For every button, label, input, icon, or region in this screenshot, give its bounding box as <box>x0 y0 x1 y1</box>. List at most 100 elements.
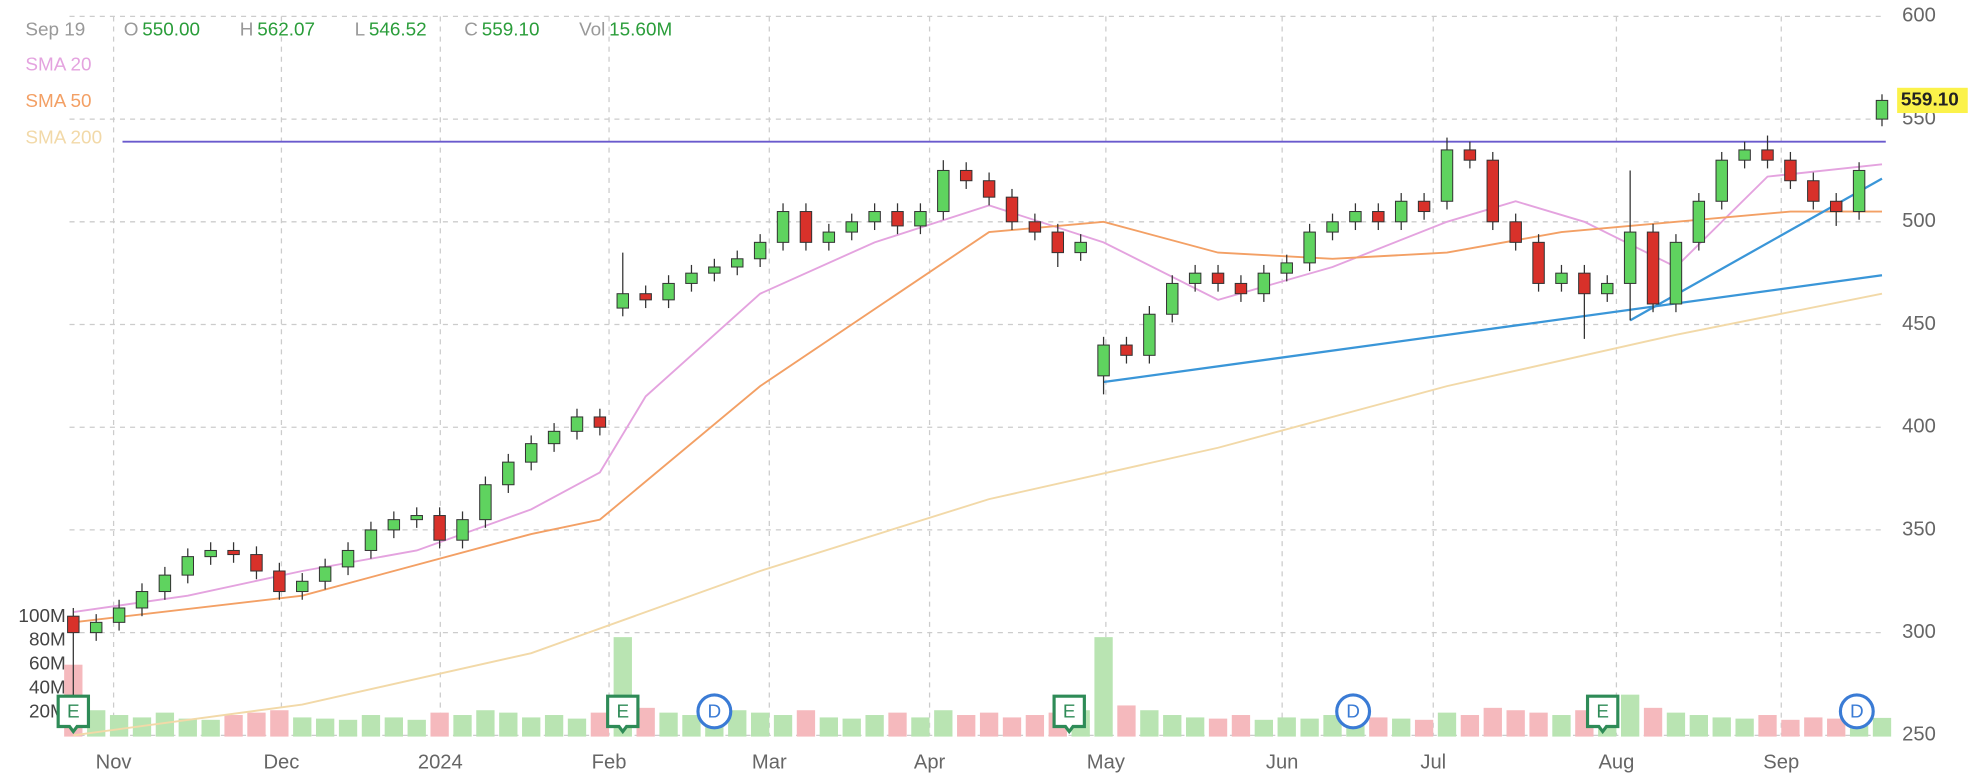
volume-bar <box>338 719 358 737</box>
volume-bar <box>1323 715 1342 737</box>
x-tick-label: Jun <box>1266 751 1299 773</box>
volume-bar <box>522 717 541 737</box>
volume-bar <box>1392 718 1411 737</box>
y-tick-label: 450 <box>1902 313 1936 335</box>
candle-body <box>1601 282 1614 295</box>
candle-body <box>433 515 446 541</box>
x-tick-label: 2024 <box>418 751 463 773</box>
candle-body <box>1257 272 1271 295</box>
candle-body <box>1578 272 1591 295</box>
field-value: 550.00 <box>142 19 200 40</box>
field-key: O <box>124 19 139 40</box>
volume-bar <box>842 718 861 737</box>
volume-bar <box>934 710 953 737</box>
legend-entry: SMA 50 <box>25 91 91 112</box>
event-label: D <box>1346 702 1360 723</box>
volume-bar <box>1483 707 1502 737</box>
candle-body <box>868 211 881 223</box>
event-marker <box>1585 694 1620 735</box>
field-key: L <box>355 19 366 40</box>
volume-tick-label: 100M <box>18 606 65 627</box>
volume-bar <box>1460 715 1480 737</box>
candle-body <box>959 169 973 182</box>
volume-bar <box>476 710 495 737</box>
candle-body <box>1555 272 1568 284</box>
volume-bar <box>109 715 129 737</box>
event-label: E <box>67 702 80 723</box>
trend-line <box>1629 177 1883 322</box>
candle-body <box>1417 200 1431 213</box>
y-tick-label: 400 <box>1902 416 1936 438</box>
x-tick-label: Dec <box>263 751 299 773</box>
volume-bar <box>1369 717 1388 737</box>
candle-body <box>524 443 538 463</box>
legend-entry: SMA 200 <box>25 128 102 149</box>
candle-body <box>708 266 721 274</box>
x-tick-label: Mar <box>752 751 787 773</box>
candle-body <box>845 221 858 233</box>
candle-body <box>341 549 355 568</box>
candle-body <box>296 580 309 593</box>
volume-bar <box>1437 712 1457 737</box>
volume-bar <box>1643 707 1663 737</box>
volume-bar <box>567 718 587 737</box>
candle-body <box>914 211 927 227</box>
volume-bar <box>1025 715 1045 737</box>
field-key: H <box>240 19 254 40</box>
candle-body <box>1074 241 1087 254</box>
candle-body <box>1372 211 1385 223</box>
candle-body <box>1028 221 1042 233</box>
candle-body <box>1738 149 1751 161</box>
volume-bar <box>1094 637 1113 737</box>
candle-body <box>1784 159 1797 182</box>
volume-bar <box>1712 717 1731 737</box>
y-tick-label: 350 <box>1902 518 1936 540</box>
candle-body <box>502 461 515 486</box>
volume-bar <box>1506 710 1525 737</box>
candle-body <box>89 621 103 634</box>
candle-body <box>135 591 149 609</box>
volume-bar <box>1231 715 1251 737</box>
volume-bar <box>682 715 701 737</box>
volume-bar <box>293 717 312 737</box>
x-tick-label: Apr <box>914 751 946 773</box>
candle-body <box>822 231 836 243</box>
volume-bar <box>1300 718 1319 737</box>
candle-body <box>1349 211 1362 223</box>
volume-bar <box>315 718 335 737</box>
y-tick-label: 300 <box>1902 621 1936 643</box>
candle-body <box>1715 159 1728 202</box>
candle-body <box>67 615 80 634</box>
candle-body <box>799 211 813 243</box>
x-tick-label: Jul <box>1420 751 1446 773</box>
candle-body <box>1394 200 1408 223</box>
event-marker <box>1052 694 1086 735</box>
candle-body <box>1463 149 1477 161</box>
volume-bar <box>1781 719 1800 737</box>
volume-bar <box>865 715 884 737</box>
volume-bar <box>1140 710 1159 737</box>
event-label: E <box>1596 702 1609 723</box>
candle-body <box>731 258 744 268</box>
candle-body <box>1188 272 1202 284</box>
candle-body <box>1532 241 1545 284</box>
candle-body <box>1097 344 1110 377</box>
volume-bar <box>728 710 747 737</box>
candle-body <box>227 549 240 556</box>
volume-bar <box>155 712 175 737</box>
volume-bar <box>659 712 678 737</box>
volume-bar <box>1872 717 1892 737</box>
candle-body <box>1326 221 1339 233</box>
candle-body <box>1829 200 1843 213</box>
candle-body <box>479 484 492 521</box>
candle-body <box>753 241 767 260</box>
x-tick-label: Aug <box>1598 751 1634 773</box>
event-label: D <box>1850 702 1864 723</box>
field-value: 559.10 <box>482 19 540 40</box>
price-tag <box>1897 87 1968 114</box>
candle-body <box>364 529 378 551</box>
candle-body <box>891 211 904 227</box>
volume-bar <box>1620 694 1640 737</box>
candle-body <box>639 293 652 301</box>
volume-tick-label: 60M <box>29 654 66 675</box>
